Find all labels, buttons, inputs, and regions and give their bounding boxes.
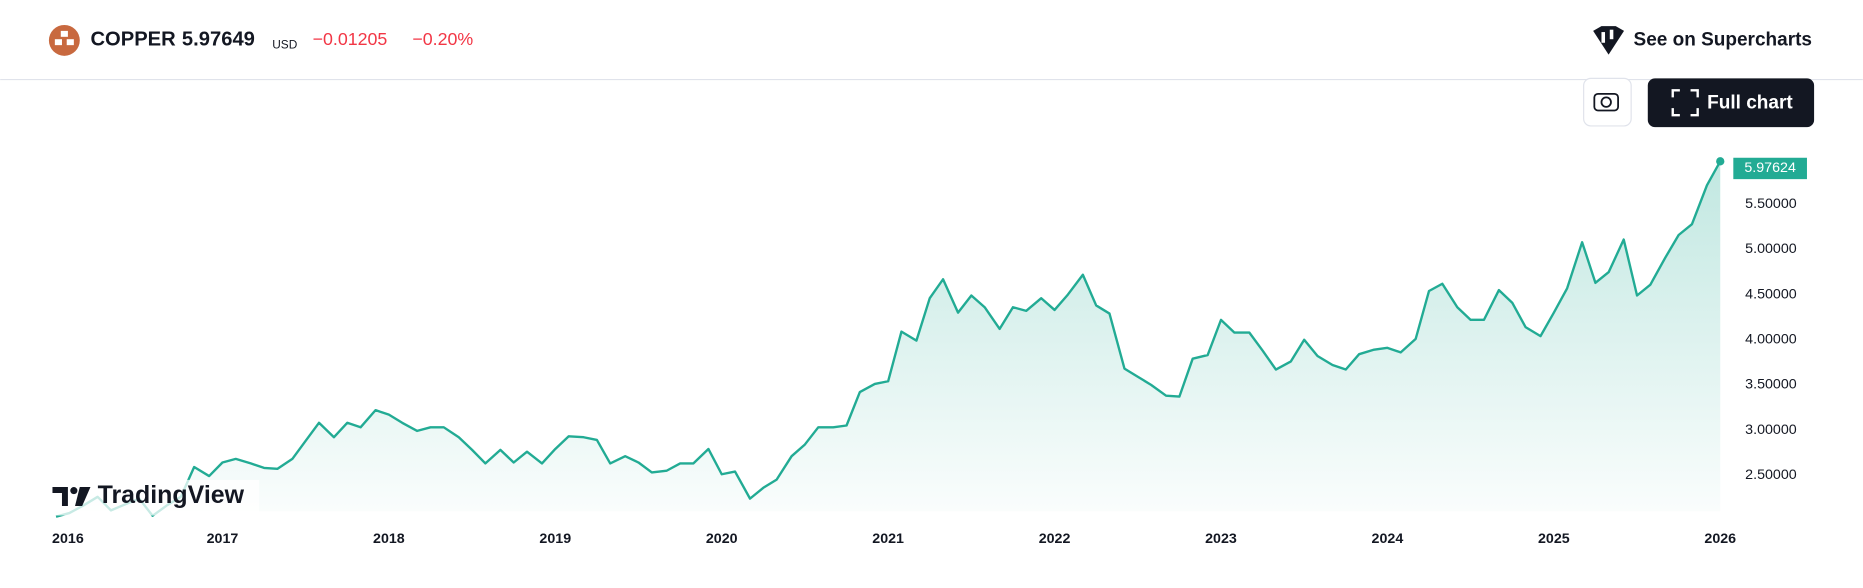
change-percent: −0.20%	[412, 29, 473, 49]
icon-shape	[54, 39, 62, 46]
x-tick-label: 2021	[872, 531, 904, 547]
symbol-icon	[48, 24, 80, 56]
logo-mark	[52, 487, 68, 507]
area-fill	[56, 161, 1721, 517]
currency: USD	[272, 37, 297, 51]
price-tag-label: 5.97624	[1744, 160, 1796, 176]
y-tick-label: 2.50000	[1745, 467, 1797, 483]
y-tick-label: 3.50000	[1745, 377, 1797, 393]
last-point	[1716, 157, 1725, 166]
x-tick-label: 2020	[706, 531, 738, 547]
screenshot-button[interactable]	[1583, 77, 1632, 127]
x-tick-label: 2026	[1704, 531, 1736, 547]
price-tag	[1733, 157, 1807, 180]
y-tick-label: 3.00000	[1745, 422, 1797, 438]
symbol: COPPER	[90, 29, 176, 51]
link-text: See on Supercharts	[1634, 29, 1812, 50]
price: 5.97649	[182, 29, 255, 51]
x-tick-label: 2018	[373, 531, 405, 547]
link-icon	[1593, 26, 1625, 55]
logo-mark	[75, 487, 91, 507]
x-tick-label: 2019	[539, 531, 571, 547]
y-tick-label: 4.00000	[1745, 331, 1797, 347]
price-line	[55, 160, 1722, 518]
icon-shape	[66, 39, 74, 46]
link-icon-detail	[1601, 32, 1606, 43]
logo-text: TradingView	[98, 481, 245, 509]
icon-shape	[60, 30, 68, 37]
fullscreen-icon	[1671, 89, 1699, 117]
supercharts-link[interactable]: See on Supercharts	[1593, 26, 1812, 55]
symbol-header[interactable]: COPPER 5.97649 USD −0.01205 −0.20%	[48, 24, 474, 56]
camera-lens	[1600, 96, 1612, 108]
button-frame	[1583, 77, 1632, 127]
logo-mark	[70, 487, 78, 495]
plot: 2.50000 3.00000 3.50000 4.00000 4.50000 5.000…	[52, 157, 1807, 547]
y-tick-label: 5.50000	[1745, 196, 1797, 212]
full-chart-button[interactable]: Full chart	[1647, 78, 1815, 128]
change: −0.01205	[313, 29, 388, 49]
y-tick-label: 4.50000	[1745, 286, 1797, 302]
x-tick-label: 2022	[1039, 531, 1071, 547]
tradingview-logo[interactable]: TradingView	[47, 479, 260, 516]
link-icon-detail	[1609, 29, 1614, 40]
x-tick-label: 2016	[52, 531, 84, 547]
x-tick-label: 2024	[1372, 531, 1404, 547]
button-frame	[1647, 78, 1815, 128]
x-tick-label: 2017	[207, 531, 239, 547]
x-tick-label: 2023	[1205, 531, 1237, 547]
button-label: Full chart	[1707, 92, 1793, 113]
camera-icon	[1593, 92, 1619, 112]
x-tick-label: 2025	[1538, 531, 1570, 547]
y-tick-label: 5.00000	[1745, 241, 1797, 257]
